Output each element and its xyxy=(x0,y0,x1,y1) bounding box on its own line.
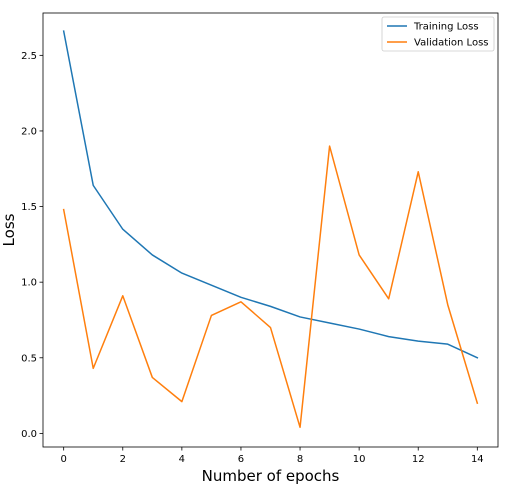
x-tick-label: 4 xyxy=(179,454,185,465)
series-line-validation-loss xyxy=(64,146,478,427)
x-tick-label: 12 xyxy=(412,454,425,465)
y-tick-label: 1.0 xyxy=(21,278,37,289)
y-axis-title: Loss xyxy=(0,213,18,246)
y-tick-label: 2.5 xyxy=(21,51,37,62)
x-tick-label: 14 xyxy=(471,454,484,465)
legend-label-training-loss: Training Loss xyxy=(413,22,479,33)
x-axis-title: Number of epochs xyxy=(202,467,340,485)
x-tick-label: 0 xyxy=(60,454,66,465)
legend-label-validation-loss: Validation Loss xyxy=(414,38,489,49)
axes: 0 2 4 6 8 10 12 14 0.0 0.5 1.0 1.5 2.0 2.5 xyxy=(21,13,498,465)
x-tick-label: 8 xyxy=(297,454,303,465)
series-line-training-loss xyxy=(64,31,478,358)
plot-frame xyxy=(43,13,498,447)
x-tick-label: 10 xyxy=(353,454,366,465)
y-tick-label: 1.5 xyxy=(21,202,37,213)
y-tick-label: 2.0 xyxy=(21,126,37,137)
x-tick-label: 2 xyxy=(120,454,126,465)
y-tick-label: 0.5 xyxy=(21,353,37,364)
plot-area xyxy=(64,31,478,427)
y-tick-label: 0.0 xyxy=(21,429,37,440)
legend: Training Loss Validation Loss xyxy=(382,17,494,51)
x-tick-label: 6 xyxy=(238,454,244,465)
